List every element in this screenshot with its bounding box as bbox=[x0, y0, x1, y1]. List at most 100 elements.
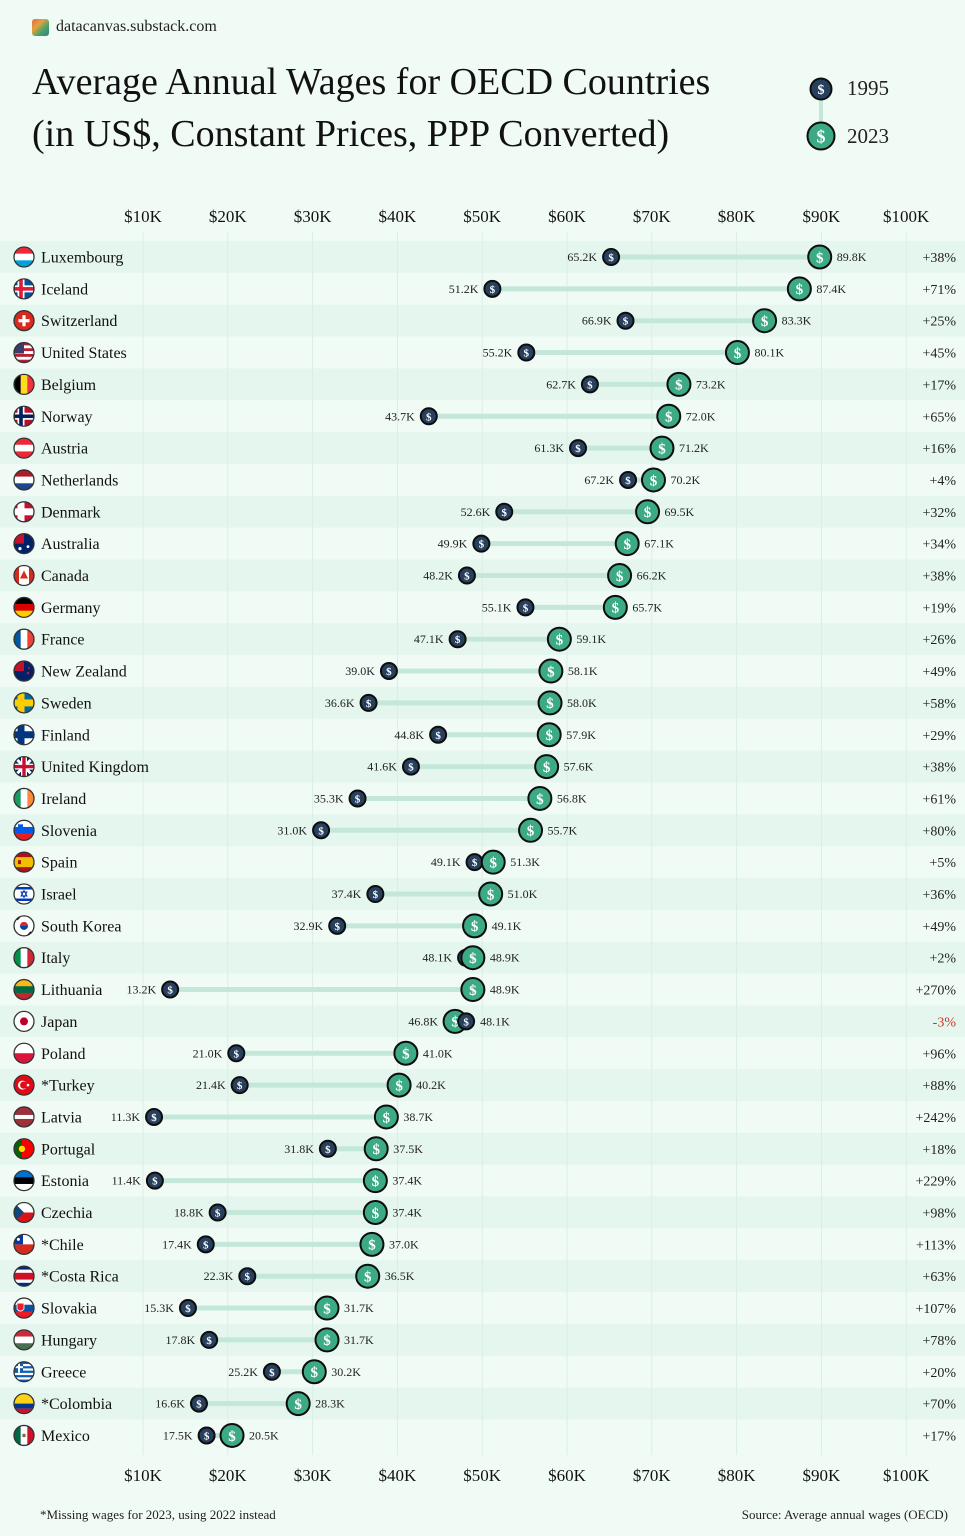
change-label: +107% bbox=[915, 1302, 956, 1317]
flag-ch-icon bbox=[14, 310, 34, 331]
flag-hu-icon bbox=[14, 1329, 34, 1350]
flag-pl-icon bbox=[14, 1043, 34, 1064]
change-label: +70% bbox=[922, 1398, 956, 1413]
svg-text:$: $ bbox=[373, 889, 379, 901]
country-row: Latvia $ $11.3K 38.7K +242% bbox=[13, 1104, 956, 1130]
value-label-left: 36.6K bbox=[325, 696, 355, 710]
legend-1995: $ 1995 bbox=[809, 76, 889, 101]
flag-outline bbox=[13, 310, 35, 332]
value-label-left: 52.6K bbox=[461, 505, 491, 519]
svg-text:$: $ bbox=[623, 316, 629, 328]
svg-text:$: $ bbox=[323, 1301, 331, 1317]
value-label-right: 49.1K bbox=[492, 919, 522, 933]
country-label: Sweden bbox=[41, 695, 92, 712]
value-label-right: 57.9K bbox=[566, 728, 596, 742]
flag-kr-icon bbox=[14, 915, 34, 936]
svg-text:$: $ bbox=[206, 1335, 212, 1347]
svg-text:$: $ bbox=[245, 1271, 251, 1283]
country-label: Lithuania bbox=[41, 982, 102, 999]
value-label-left: 31.8K bbox=[284, 1142, 314, 1156]
site-brand[interactable]: datacanvas.substack.com bbox=[32, 17, 217, 37]
country-label: Belgium bbox=[41, 377, 97, 394]
x-tick-label-top: $20K bbox=[209, 207, 248, 226]
value-label-right: 87.4K bbox=[816, 282, 846, 296]
marker-2023: $ bbox=[314, 1327, 340, 1353]
country-row: Slovenia $ $31.0K 55.7K +80% bbox=[13, 817, 956, 843]
marker-2023: $ bbox=[301, 1359, 327, 1385]
marker-1995: $ bbox=[230, 1076, 249, 1095]
value-label-right: 58.1K bbox=[568, 664, 598, 678]
svg-text:$: $ bbox=[818, 83, 825, 98]
flag-outline bbox=[13, 1010, 35, 1033]
x-tick-label-bottom: $70K bbox=[633, 1466, 672, 1485]
svg-text:$: $ bbox=[311, 1365, 319, 1381]
marker-2023: $ bbox=[527, 785, 553, 811]
country-row: South Korea $ $32.9K 49.1K +49% bbox=[13, 913, 956, 939]
marker-1995: $ bbox=[457, 1012, 476, 1031]
marker-2023: $ bbox=[460, 977, 486, 1003]
change-label: -3% bbox=[933, 1015, 957, 1030]
marker-1995: $ bbox=[517, 343, 536, 362]
country-row: Mexico $ $17.5K 20.5K +17% bbox=[13, 1422, 956, 1448]
change-label: +45% bbox=[922, 347, 956, 362]
value-label-right: 51.0K bbox=[508, 887, 538, 901]
svg-text:$: $ bbox=[675, 378, 683, 394]
country-row: *Turkey $ $21.4K 40.2K +88% bbox=[13, 1072, 956, 1098]
country-row: Lithuania $ $13.2K 48.9K +270% bbox=[13, 977, 956, 1003]
svg-text:$: $ bbox=[625, 475, 631, 487]
marker-2023: $ bbox=[359, 1231, 385, 1257]
country-label: South Korea bbox=[41, 918, 121, 935]
flag-outline bbox=[13, 1201, 35, 1224]
flag-is-icon bbox=[14, 278, 34, 299]
flag-lu-icon bbox=[14, 247, 34, 267]
marker-1995: $ bbox=[516, 598, 535, 617]
marker-2023: $ bbox=[752, 308, 778, 334]
change-label: +38% bbox=[922, 761, 956, 776]
chart-title: Average Annual Wages for OECD Countries … bbox=[32, 56, 772, 160]
flag-lt-icon bbox=[14, 979, 34, 1000]
svg-text:$: $ bbox=[587, 379, 593, 391]
value-label-left: 51.2K bbox=[449, 282, 479, 296]
marker-2023: $ bbox=[355, 1263, 381, 1289]
svg-text:$: $ bbox=[451, 1015, 459, 1031]
country-row: Estonia $ $11.4K 37.4K +229% bbox=[13, 1168, 956, 1194]
country-row: Switzerland $ $66.9K 83.3K +25% bbox=[13, 308, 956, 334]
value-label-right: 73.2K bbox=[696, 377, 726, 391]
marker-1995: $ bbox=[429, 725, 448, 744]
svg-text:$: $ bbox=[234, 1048, 240, 1060]
svg-text:$: $ bbox=[469, 951, 477, 967]
flag-outline bbox=[13, 1424, 35, 1447]
marker-1995: $ bbox=[197, 1426, 216, 1445]
value-label-right: 58.0K bbox=[567, 696, 597, 710]
value-label-left: 21.4K bbox=[196, 1078, 226, 1092]
flag-se-icon bbox=[14, 692, 34, 713]
flag-dk-icon bbox=[14, 501, 34, 522]
marker-1995: $ bbox=[178, 1299, 197, 1318]
svg-text:$: $ bbox=[556, 633, 564, 649]
svg-text:$: $ bbox=[658, 441, 666, 457]
marker-2023: $ bbox=[363, 1136, 389, 1162]
marker-1995: $ bbox=[348, 789, 367, 808]
svg-text:$: $ bbox=[318, 825, 324, 837]
change-label: +18% bbox=[922, 1143, 956, 1158]
change-label: +36% bbox=[922, 888, 956, 903]
flag-at-icon bbox=[14, 438, 34, 459]
value-label-right: 65.7K bbox=[632, 600, 662, 614]
marker-1995: $ bbox=[145, 1171, 164, 1190]
svg-text:$: $ bbox=[527, 824, 535, 840]
flag-ca-icon bbox=[14, 565, 34, 586]
marker-2023: $ bbox=[546, 626, 572, 652]
site-name[interactable]: datacanvas.substack.com bbox=[56, 18, 217, 35]
svg-text:$: $ bbox=[204, 1430, 210, 1442]
x-tick-label-bottom: $40K bbox=[379, 1466, 418, 1485]
marker-2023: $ bbox=[518, 817, 544, 843]
x-tick-label-top: $40K bbox=[379, 207, 418, 226]
marker-1995: $ bbox=[569, 439, 588, 458]
value-label-right: 57.6K bbox=[564, 760, 594, 774]
value-label-right: 38.7K bbox=[403, 1110, 433, 1124]
flag-outline bbox=[13, 1170, 35, 1192]
flag-outline bbox=[13, 278, 35, 300]
value-label-left: 66.9K bbox=[582, 314, 612, 328]
svg-text:$: $ bbox=[334, 921, 340, 933]
marker-2023: $ bbox=[462, 913, 488, 939]
